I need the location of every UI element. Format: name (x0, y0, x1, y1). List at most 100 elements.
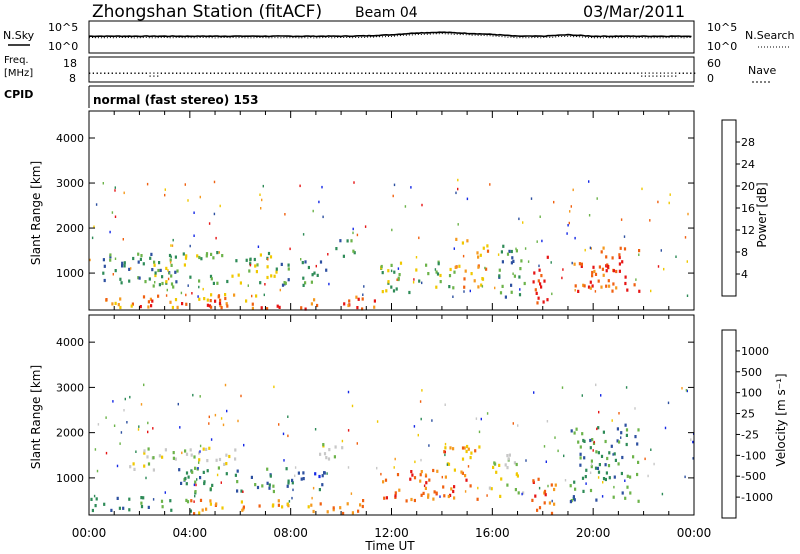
range-cell (578, 262, 581, 266)
nave-point (663, 72, 665, 74)
range-cell (419, 473, 422, 477)
range-cell (180, 481, 183, 485)
nave-point (470, 72, 473, 74)
range-cell (248, 269, 251, 273)
range-cell (637, 499, 640, 503)
range-cell (221, 254, 224, 258)
range-cell (193, 483, 196, 487)
range-cell (138, 276, 141, 280)
range-cell (217, 466, 220, 470)
range-cell (598, 410, 600, 414)
nave-point (493, 72, 495, 74)
range-cell (205, 252, 209, 256)
range-cell (143, 383, 145, 387)
nave-point (440, 72, 442, 74)
range-cell (538, 486, 541, 490)
range-cell (570, 429, 573, 433)
range-cell (480, 417, 482, 421)
range-cell (465, 478, 468, 482)
range-cell (198, 511, 201, 515)
range-cell (158, 261, 161, 265)
colorbar-tick-label: 25 (741, 408, 755, 421)
power-yticks: 1000 2000 3000 4000 (56, 132, 694, 280)
range-cell (210, 277, 213, 281)
range-cell (172, 456, 175, 460)
range-cell (191, 470, 194, 474)
range-cell (596, 466, 599, 470)
range-cell (551, 499, 553, 503)
range-cell (266, 307, 269, 311)
range-cell (634, 435, 637, 439)
range-cell (590, 465, 593, 469)
range-cell (123, 264, 126, 268)
range-cell (534, 494, 537, 498)
colorbar-tick-label: 1000 (741, 345, 769, 358)
range-cell (128, 267, 131, 271)
range-cell (398, 488, 401, 492)
range-cell (390, 263, 393, 267)
range-cell (189, 448, 192, 452)
range-cell (291, 478, 294, 482)
range-cell (635, 278, 637, 281)
range-cell (583, 456, 586, 460)
range-cell (394, 457, 396, 461)
range-cell (250, 475, 253, 479)
range-cell (489, 183, 491, 186)
range-cell (168, 272, 170, 275)
range-cell (218, 457, 222, 462)
range-cell (361, 504, 364, 509)
range-cell (225, 302, 228, 306)
range-cell (478, 445, 481, 449)
range-cell (362, 293, 364, 296)
range-cell (582, 438, 585, 443)
range-cell (170, 274, 173, 278)
range-cell (561, 276, 563, 280)
range-cell (119, 442, 121, 445)
range-cell (205, 447, 208, 451)
nave-point (682, 72, 684, 74)
range-cell (531, 498, 534, 502)
range-cell (94, 504, 97, 508)
range-cell (569, 210, 571, 213)
nave-point (557, 72, 560, 74)
range-cell (444, 442, 447, 446)
range-cell (313, 271, 316, 275)
range-cell (573, 262, 576, 266)
range-cell (237, 419, 239, 423)
range-cell (147, 421, 149, 425)
nave-series (89, 72, 696, 74)
range-cell (196, 478, 198, 481)
range-cell (147, 462, 151, 466)
range-cell (421, 203, 423, 207)
nave-point (433, 72, 435, 74)
range-cell (185, 293, 187, 297)
range-cell (272, 489, 275, 494)
range-cell (185, 302, 188, 306)
range-cell (476, 251, 479, 255)
range-cell (143, 449, 146, 453)
nave-point (376, 72, 378, 74)
nave-point (153, 72, 155, 74)
range-cell (477, 265, 480, 269)
range-cell (620, 431, 623, 435)
range-cell (581, 394, 583, 397)
range-cell (420, 493, 423, 497)
nave-point (482, 72, 484, 74)
range-cell (241, 508, 244, 512)
range-cell (193, 512, 196, 516)
range-cell (409, 477, 412, 481)
range-cell (266, 467, 269, 471)
range-cell (361, 297, 364, 301)
range-cell (615, 269, 618, 274)
nave-point (187, 72, 189, 74)
freq-point (157, 75, 159, 77)
range-cell (602, 273, 605, 277)
range-cell (611, 289, 614, 293)
range-cell (140, 403, 143, 406)
range-cell (310, 302, 313, 306)
range-cell (508, 249, 511, 253)
nsearch-label: N.Search (745, 29, 795, 42)
range-cell (245, 299, 248, 303)
range-cell (129, 465, 132, 469)
range-cell (208, 446, 211, 450)
